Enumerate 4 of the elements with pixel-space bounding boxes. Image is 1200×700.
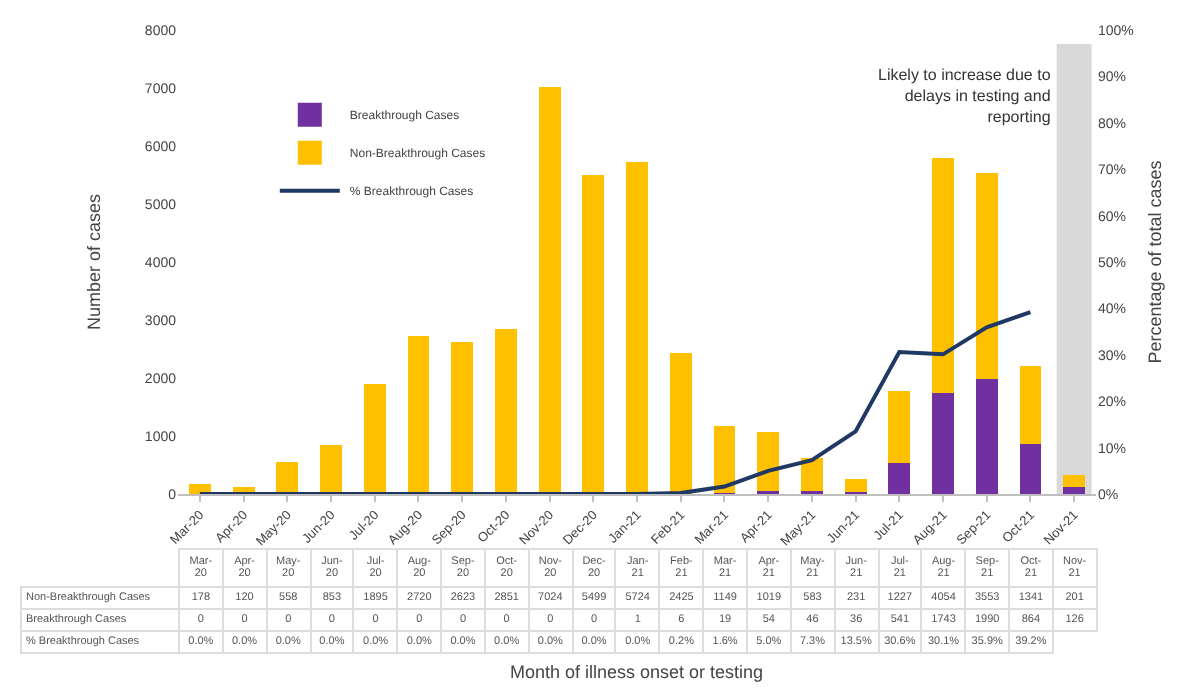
y2-axis-title: Percentage of total cases xyxy=(1145,159,1166,364)
band-label: Likely to increase due to delays in testing and reporting xyxy=(878,66,1052,126)
y-axis-title: Number of cases xyxy=(83,192,104,331)
text: Month of illness onset or testing xyxy=(510,662,764,682)
